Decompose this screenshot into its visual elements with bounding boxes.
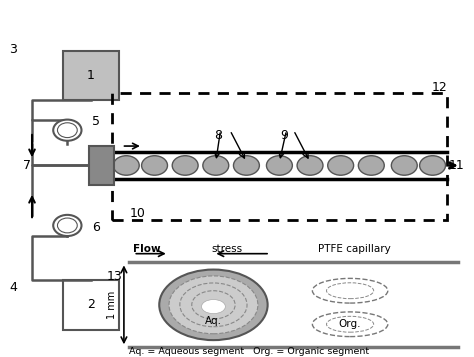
Ellipse shape	[297, 156, 323, 175]
Ellipse shape	[419, 156, 446, 175]
Ellipse shape	[327, 316, 374, 332]
Ellipse shape	[142, 156, 167, 175]
Text: 8: 8	[214, 129, 222, 142]
Text: Org.: Org.	[339, 319, 361, 329]
Ellipse shape	[201, 300, 225, 314]
Circle shape	[57, 218, 77, 233]
Ellipse shape	[358, 156, 384, 175]
Text: Aq.: Aq.	[205, 316, 222, 326]
Text: PTFE capillary: PTFE capillary	[319, 244, 391, 254]
FancyBboxPatch shape	[89, 146, 115, 185]
Circle shape	[53, 120, 82, 141]
Ellipse shape	[312, 312, 388, 337]
Text: 5: 5	[91, 115, 100, 128]
Text: Flow: Flow	[133, 244, 161, 254]
Text: 11: 11	[448, 159, 464, 172]
Ellipse shape	[312, 278, 388, 303]
FancyBboxPatch shape	[63, 280, 119, 330]
Ellipse shape	[169, 276, 258, 334]
Text: stress: stress	[211, 244, 242, 254]
Text: 13: 13	[107, 270, 122, 283]
Text: 1: 1	[87, 69, 95, 82]
Text: 3: 3	[9, 42, 17, 56]
Text: 7: 7	[23, 159, 31, 172]
Text: Aq. = Aqueous segment   Org. = Organic segment: Aq. = Aqueous segment Org. = Organic seg…	[128, 347, 369, 356]
Text: 6: 6	[91, 221, 100, 234]
Text: 10: 10	[130, 207, 146, 220]
Ellipse shape	[392, 156, 417, 175]
Text: 2: 2	[87, 298, 95, 311]
Circle shape	[53, 215, 82, 236]
Circle shape	[57, 123, 77, 137]
Ellipse shape	[266, 156, 292, 175]
Ellipse shape	[327, 283, 374, 299]
Ellipse shape	[180, 283, 247, 327]
Text: 4: 4	[9, 281, 17, 294]
Ellipse shape	[192, 291, 235, 319]
Ellipse shape	[203, 156, 229, 175]
Text: 12: 12	[432, 81, 447, 94]
FancyBboxPatch shape	[63, 51, 119, 100]
Text: 9: 9	[280, 129, 288, 142]
Ellipse shape	[234, 156, 259, 175]
Ellipse shape	[328, 156, 354, 175]
Text: 1 mm: 1 mm	[107, 291, 117, 319]
Ellipse shape	[172, 156, 198, 175]
Ellipse shape	[159, 270, 268, 340]
Ellipse shape	[113, 156, 139, 175]
